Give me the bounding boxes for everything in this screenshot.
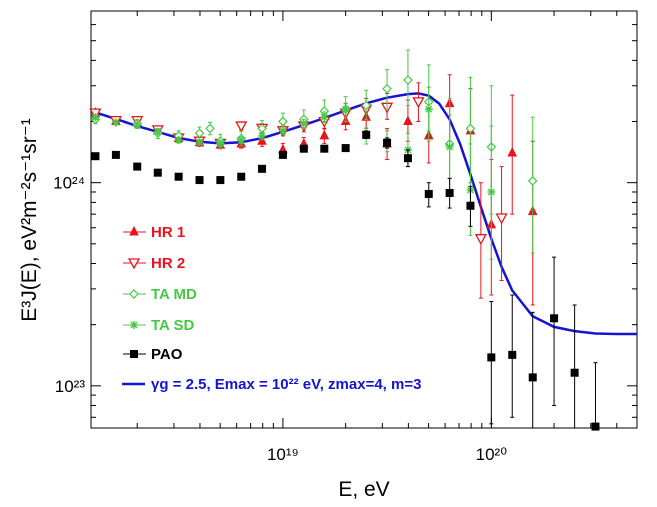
marker-stroke xyxy=(425,105,433,113)
data-point xyxy=(153,168,162,177)
legend-label: HR 1 xyxy=(151,224,185,241)
data-point xyxy=(127,258,141,270)
legend: HR 1 HR 2 TA MD TA SD PAO γg = 2.5, Emax = 10… xyxy=(122,224,421,393)
marker-stroke xyxy=(216,139,224,147)
data-points-layer xyxy=(89,49,600,431)
data-point xyxy=(235,121,248,133)
legend-label: TA SD xyxy=(151,317,194,334)
legend-label: γg = 2.5, Emax = 10²² eV, zmax=4, m=3 xyxy=(151,376,421,393)
data-point xyxy=(319,129,330,140)
marker-stroke xyxy=(91,113,99,121)
y-tick-label: 10²⁴ xyxy=(53,174,85,193)
data-point xyxy=(174,136,183,145)
data-point xyxy=(237,136,246,145)
data-point xyxy=(362,130,371,139)
data-point xyxy=(424,105,433,114)
data-point xyxy=(194,128,205,139)
data-point xyxy=(278,150,287,159)
data-point xyxy=(403,75,413,85)
data-point xyxy=(403,154,412,163)
data-point xyxy=(216,176,225,185)
data-point xyxy=(508,350,517,359)
data-point xyxy=(320,113,329,122)
y-axis-title: E³J(E), eV²m⁻²s⁻¹sr⁻¹ xyxy=(18,118,41,322)
x-axis-title: E, eV xyxy=(338,478,389,501)
data-point xyxy=(278,116,288,127)
legend-label: TA MD xyxy=(151,286,197,303)
data-point xyxy=(570,368,579,377)
data-point xyxy=(133,121,142,130)
marker-stroke xyxy=(237,136,245,144)
data-point xyxy=(111,150,120,159)
marker-stroke xyxy=(279,127,287,135)
data-point xyxy=(130,350,138,358)
data-point xyxy=(237,172,246,181)
marker-stroke xyxy=(133,121,141,129)
data-point xyxy=(320,144,329,153)
marker-stroke xyxy=(130,321,138,329)
x-tick-label: 10¹⁹ xyxy=(267,445,299,464)
data-point xyxy=(507,146,518,157)
data-point xyxy=(403,115,413,126)
legend-label: PAO xyxy=(151,346,183,363)
marker-stroke xyxy=(487,188,495,196)
data-point xyxy=(382,83,392,94)
data-point xyxy=(341,144,350,153)
data-point xyxy=(487,353,496,362)
data-point xyxy=(527,176,538,186)
data-point xyxy=(130,321,138,329)
data-point xyxy=(174,172,183,181)
y-tick-label: 10²³ xyxy=(55,377,86,396)
data-point xyxy=(466,201,475,210)
data-point xyxy=(91,152,100,161)
data-point xyxy=(299,119,308,128)
data-point xyxy=(111,118,120,127)
legend-label: HR 2 xyxy=(151,255,185,272)
data-point xyxy=(528,373,537,382)
data-point xyxy=(258,164,267,173)
data-point xyxy=(153,127,162,136)
data-point xyxy=(465,123,476,134)
data-point xyxy=(216,139,225,148)
data-point xyxy=(129,289,139,299)
marker-stroke xyxy=(175,136,183,144)
data-point xyxy=(550,314,559,323)
data-point xyxy=(133,162,142,171)
data-point xyxy=(383,138,392,147)
x-tick-label: 10²⁰ xyxy=(476,445,508,464)
marker-stroke xyxy=(342,105,350,113)
data-point xyxy=(341,105,350,114)
data-point xyxy=(495,213,508,225)
data-point xyxy=(91,113,100,122)
series-group xyxy=(91,130,600,431)
data-point xyxy=(129,225,139,236)
data-point xyxy=(591,422,600,431)
data-point xyxy=(445,188,454,197)
marker-stroke xyxy=(196,138,204,146)
data-point xyxy=(445,142,454,151)
marker-stroke xyxy=(112,118,120,126)
marker-stroke xyxy=(446,143,454,151)
data-point xyxy=(299,144,308,153)
data-point xyxy=(412,97,425,109)
marker-stroke xyxy=(300,120,308,128)
data-point xyxy=(205,123,215,134)
marker-stroke xyxy=(258,132,266,140)
plot-frame xyxy=(90,10,638,429)
data-point xyxy=(361,100,372,111)
data-point xyxy=(487,187,496,196)
marker-stroke xyxy=(154,128,162,136)
data-point xyxy=(424,189,433,198)
series-group xyxy=(90,49,538,254)
data-point xyxy=(257,135,267,145)
data-point xyxy=(195,138,204,147)
data-point xyxy=(195,176,204,185)
data-point xyxy=(258,131,267,140)
marker-stroke xyxy=(320,113,328,121)
axis-ticks xyxy=(91,10,638,428)
data-point xyxy=(474,234,487,246)
data-point xyxy=(278,126,287,135)
